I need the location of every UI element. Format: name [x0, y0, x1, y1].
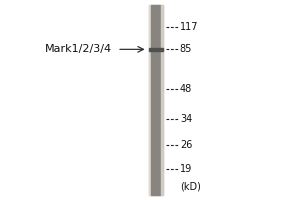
Bar [152, 5, 160, 195]
Text: 26: 26 [180, 140, 192, 150]
Text: 85: 85 [180, 44, 192, 54]
Bar [148, 5, 164, 195]
Text: 19: 19 [180, 164, 192, 174]
Bar [161, 5, 164, 195]
Bar [148, 5, 152, 195]
Text: Mark1/2/3/4: Mark1/2/3/4 [45, 44, 112, 54]
Text: (kD): (kD) [180, 181, 201, 191]
Text: 34: 34 [180, 114, 192, 124]
Text: 48: 48 [180, 84, 192, 94]
Text: 117: 117 [180, 22, 198, 32]
Bar [148, 48, 164, 51]
